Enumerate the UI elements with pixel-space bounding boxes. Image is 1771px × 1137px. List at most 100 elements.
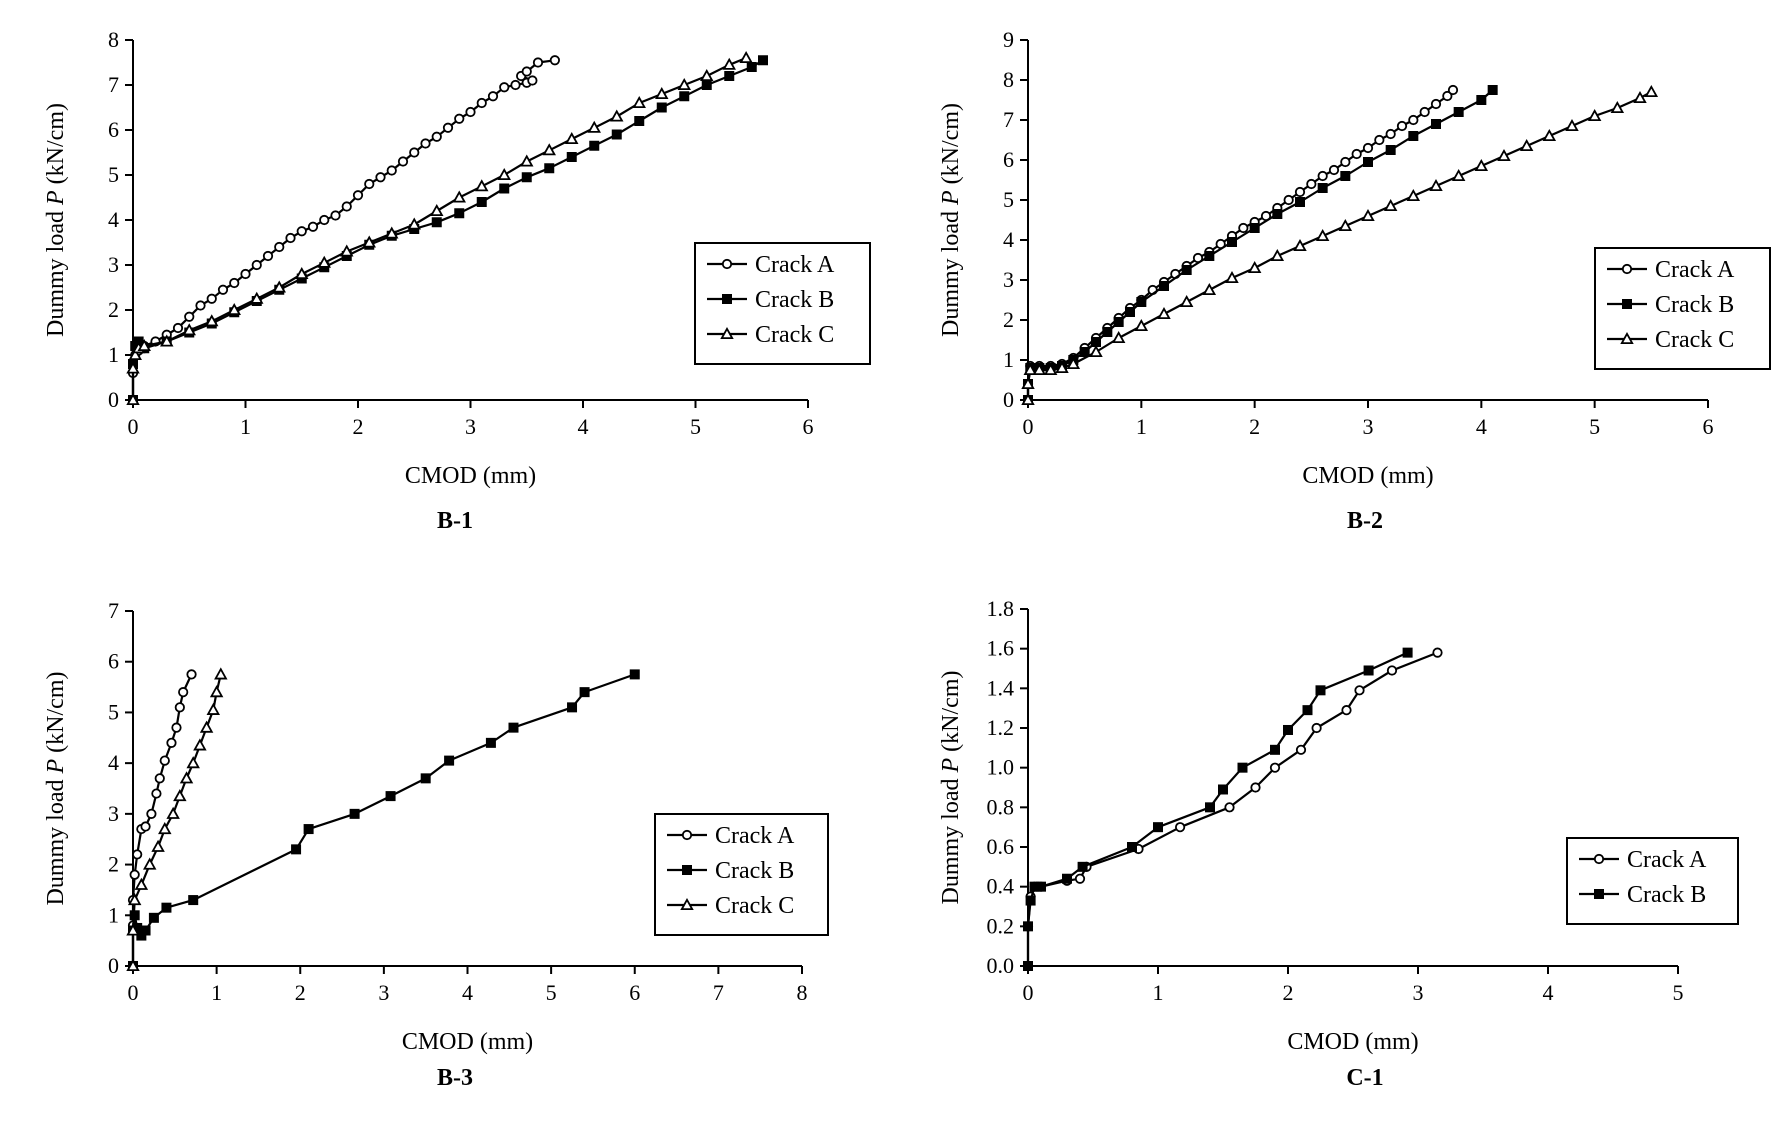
x-tick-label: 3 bbox=[1363, 414, 1374, 439]
data-point bbox=[452, 190, 466, 203]
data-point bbox=[1089, 344, 1103, 358]
data-point bbox=[1062, 873, 1072, 884]
data-point bbox=[172, 322, 184, 334]
data-point bbox=[1136, 297, 1147, 307]
data-point bbox=[510, 79, 521, 91]
y-tick-label: 0.8 bbox=[987, 794, 1015, 819]
data-point bbox=[1386, 665, 1398, 676]
data-point bbox=[1157, 306, 1171, 320]
data-point bbox=[127, 893, 142, 906]
legend-marker bbox=[1621, 263, 1633, 275]
x-tick-label: 2 bbox=[1283, 980, 1294, 1005]
y-tick-label: 0.4 bbox=[987, 874, 1015, 899]
legend-label: Crack B bbox=[1655, 292, 1734, 318]
legend-marker bbox=[721, 258, 733, 270]
data-point bbox=[1283, 724, 1293, 735]
data-point bbox=[158, 822, 172, 835]
data-point bbox=[1181, 265, 1192, 275]
data-point bbox=[386, 165, 397, 176]
data-point bbox=[565, 131, 579, 145]
legend-marker bbox=[720, 326, 734, 340]
data-point bbox=[1023, 961, 1033, 971]
data-point bbox=[1250, 782, 1261, 793]
data-point bbox=[610, 109, 624, 122]
legend-label: Crack C bbox=[755, 322, 834, 348]
data-point bbox=[739, 50, 753, 64]
data-point bbox=[1338, 218, 1353, 232]
legend-label: Crack B bbox=[715, 858, 794, 884]
y-tick-label: 0 bbox=[108, 953, 119, 978]
data-point bbox=[544, 163, 555, 174]
data-point bbox=[362, 235, 376, 248]
data-point bbox=[1249, 223, 1260, 233]
series-crack-c bbox=[126, 50, 753, 406]
series-line bbox=[1026, 651, 1409, 966]
data-point bbox=[195, 300, 206, 311]
data-point bbox=[1633, 90, 1647, 104]
x-tick-label: 7 bbox=[713, 980, 724, 1005]
data-point bbox=[520, 154, 534, 167]
data-point bbox=[1294, 186, 1306, 198]
data-point bbox=[209, 685, 224, 698]
y-tick-label: 0.2 bbox=[987, 913, 1015, 938]
y-tick-label: 6 bbox=[108, 649, 119, 674]
data-point bbox=[240, 268, 251, 280]
data-point bbox=[1102, 327, 1113, 337]
data-point bbox=[465, 106, 476, 118]
data-point bbox=[1487, 85, 1498, 95]
x-tick-label: 3 bbox=[1413, 980, 1424, 1005]
legend-label: Crack C bbox=[715, 893, 794, 919]
data-point bbox=[341, 201, 352, 212]
data-point bbox=[521, 66, 532, 77]
y-tick-label: 7 bbox=[108, 598, 119, 623]
y-tick-label: 2 bbox=[108, 852, 119, 877]
x-tick-label: 1 bbox=[1153, 980, 1164, 1005]
data-point bbox=[1025, 895, 1036, 906]
series-crack-c bbox=[1021, 84, 1659, 406]
data-point bbox=[217, 284, 229, 295]
data-point bbox=[431, 217, 442, 228]
data-point bbox=[1074, 873, 1086, 884]
data-point bbox=[148, 912, 159, 923]
x-tick-label: 2 bbox=[1249, 414, 1260, 439]
legend-box bbox=[1566, 837, 1739, 925]
data-point bbox=[1227, 237, 1237, 247]
data-point bbox=[587, 120, 601, 133]
x-tick-label: 6 bbox=[803, 414, 814, 439]
y-tick-label: 3 bbox=[1003, 267, 1014, 292]
x-tick-label: 1 bbox=[1136, 414, 1147, 439]
data-point bbox=[193, 738, 207, 751]
y-tick-label: 5 bbox=[108, 162, 119, 187]
y-tick-label: 7 bbox=[108, 72, 119, 97]
data-point bbox=[166, 737, 177, 748]
series-line bbox=[131, 674, 222, 966]
data-point bbox=[364, 178, 375, 190]
data-point bbox=[251, 259, 262, 271]
data-point bbox=[724, 71, 735, 81]
x-tick-label: 0 bbox=[128, 414, 139, 439]
x-tick-label: 1 bbox=[211, 980, 222, 1005]
chart-b-3: 0 1 2 3 4 5 6 7 0 1 2 3 4 5 6 7 8 CMOD (mm) Dummy load P (… bbox=[43, 598, 829, 1091]
series-line bbox=[131, 673, 636, 966]
data-point bbox=[629, 669, 640, 680]
data-point bbox=[420, 773, 431, 784]
x-tick-label: 1 bbox=[240, 414, 251, 439]
data-point bbox=[1283, 194, 1294, 206]
data-point bbox=[508, 722, 519, 733]
x-tick-label: 5 bbox=[1589, 414, 1600, 439]
data-point bbox=[317, 255, 331, 268]
data-point bbox=[1311, 722, 1322, 734]
data-point bbox=[1328, 164, 1340, 176]
data-point bbox=[1442, 90, 1453, 102]
data-point bbox=[160, 334, 174, 347]
data-point bbox=[166, 806, 180, 819]
y-tick-label: 3 bbox=[108, 252, 119, 277]
legend-label: Crack B bbox=[755, 287, 834, 313]
data-point bbox=[1238, 222, 1249, 234]
data-point bbox=[1247, 260, 1262, 274]
data-point bbox=[1340, 156, 1351, 168]
data-point bbox=[497, 167, 511, 181]
series-line bbox=[131, 59, 556, 400]
data-point bbox=[1453, 107, 1464, 117]
data-point bbox=[1340, 171, 1351, 181]
